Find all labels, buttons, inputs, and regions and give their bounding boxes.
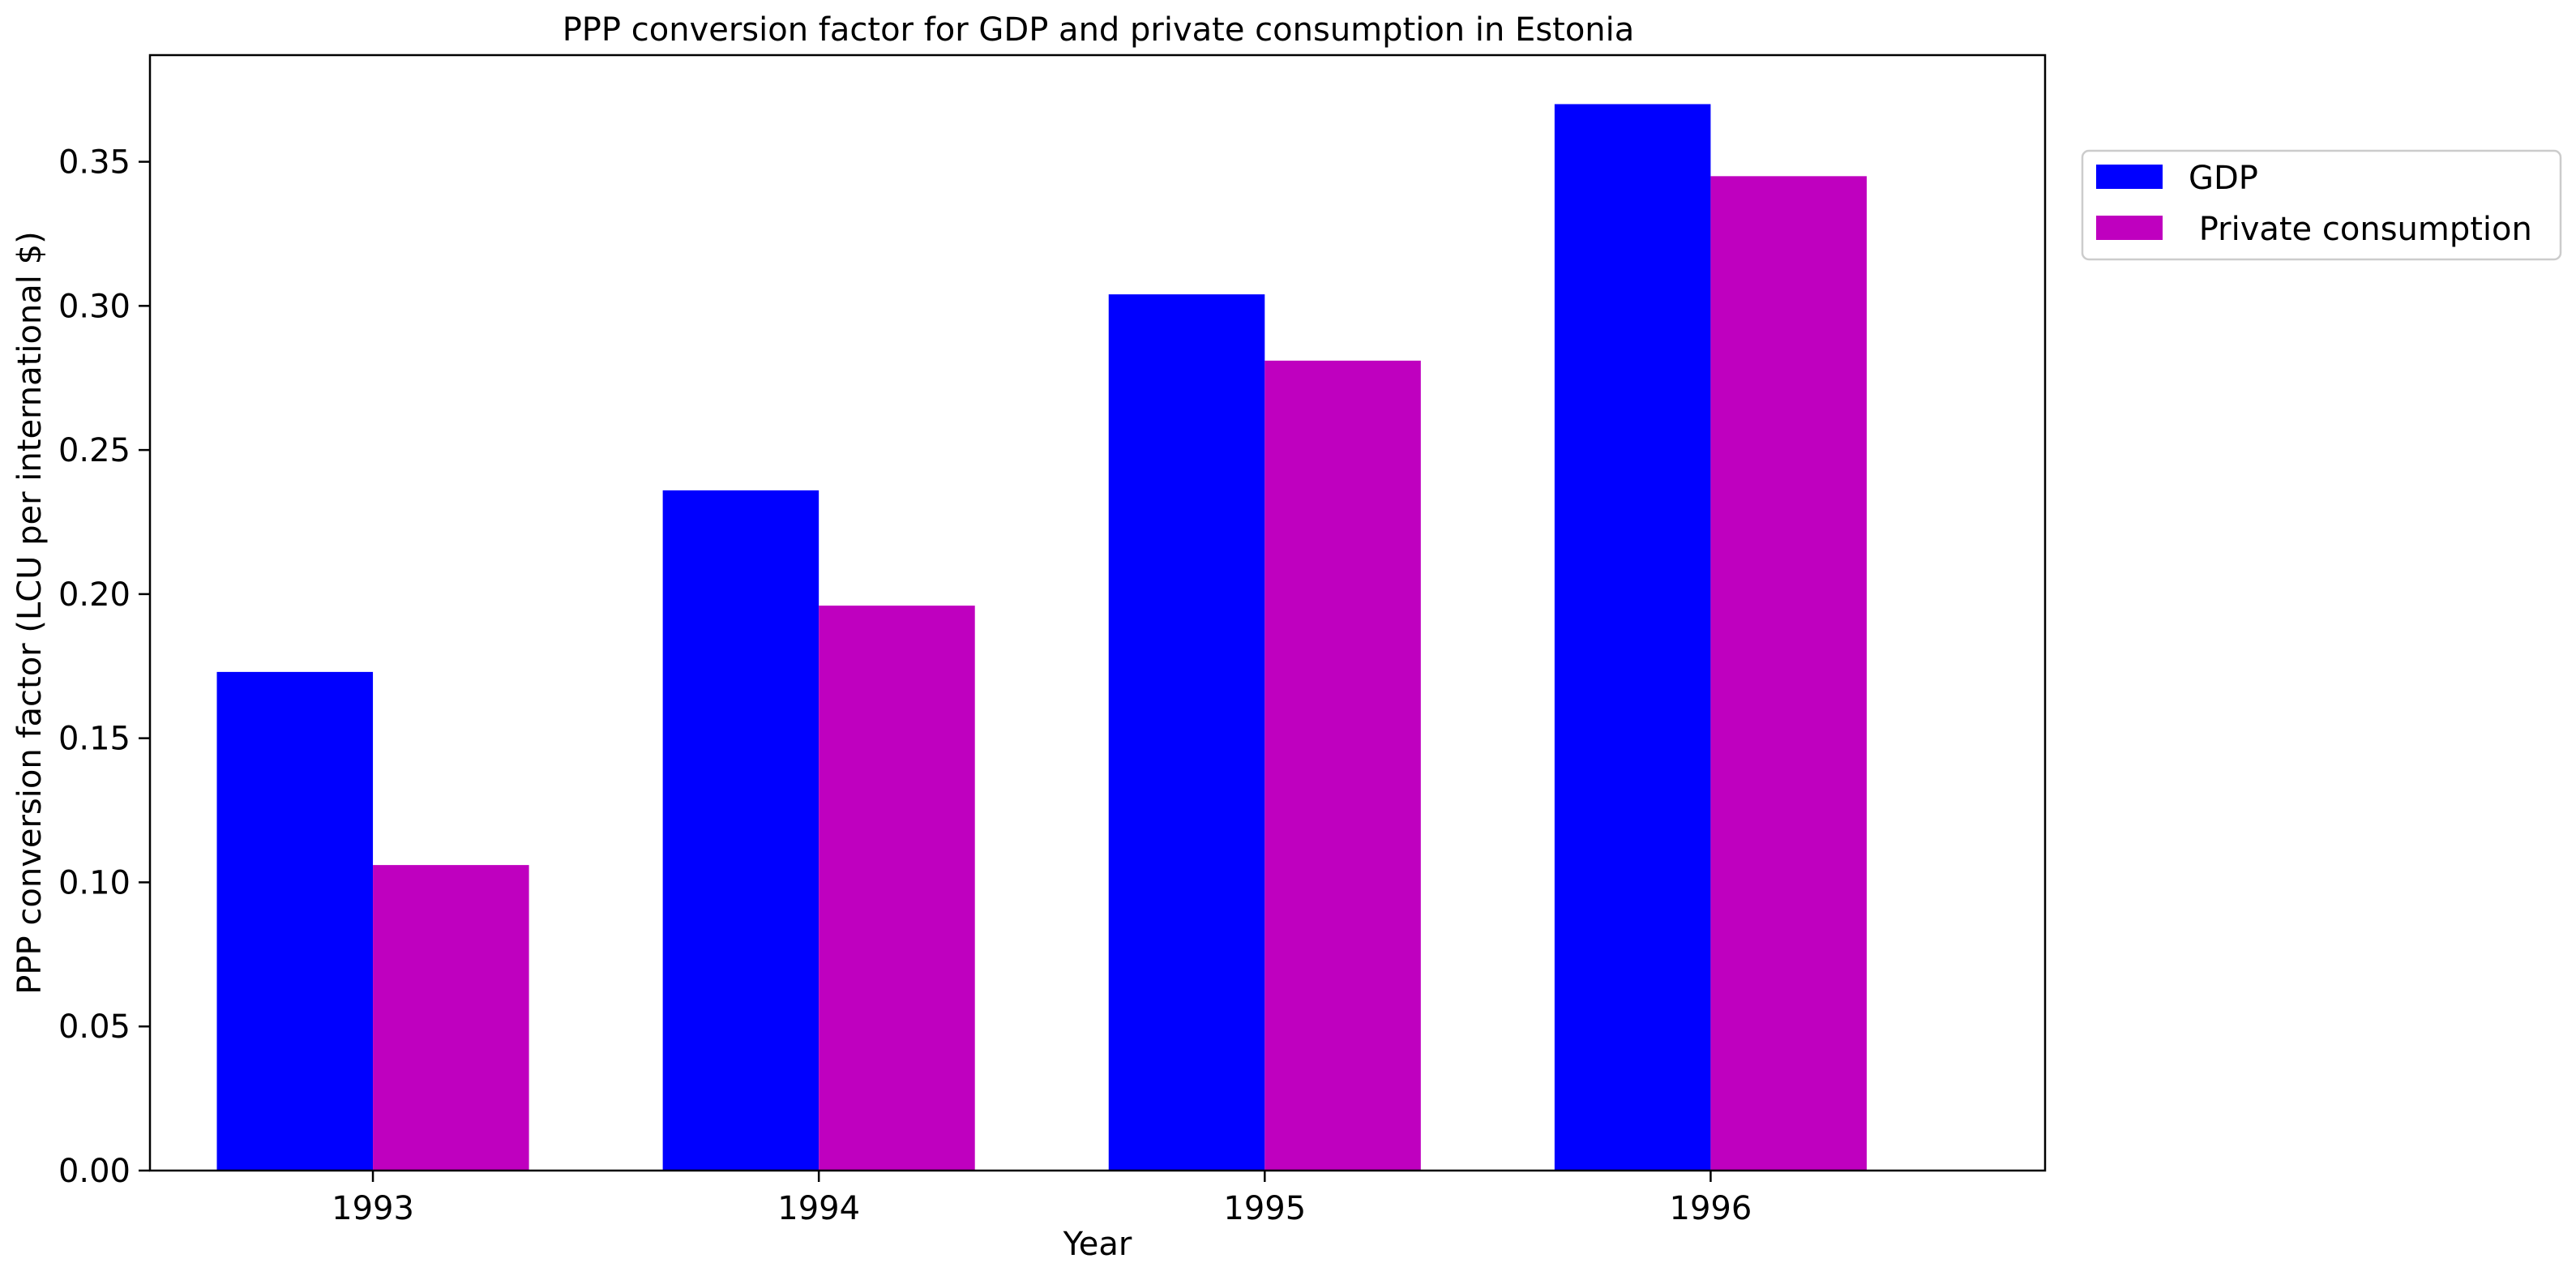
legend-swatch-gdp — [2096, 165, 2163, 189]
x-tick-label: 1995 — [1223, 1190, 1306, 1227]
chart-title: PPP conversion factor for GDP and privat… — [563, 11, 1635, 49]
bar-gdp-1994 — [662, 490, 819, 1171]
y-tick-label: 0.15 — [58, 721, 131, 758]
legend-label-gdp: GDP — [2189, 160, 2258, 197]
y-tick-label: 0.00 — [58, 1153, 131, 1190]
bars — [216, 104, 1867, 1171]
bar-private-consumption-1996 — [1710, 176, 1867, 1171]
y-tick-label: 0.30 — [58, 288, 131, 325]
x-tick-label: 1993 — [332, 1190, 414, 1227]
y-tick-label: 0.20 — [58, 576, 131, 614]
x-tick-label: 1996 — [1670, 1190, 1752, 1227]
y-axis: 0.00 0.05 0.10 0.15 0.20 0.25 0.30 0.35 — [58, 144, 150, 1190]
y-axis-title: PPP conversion factor (LCU per internati… — [11, 231, 49, 994]
bar-gdp-1995 — [1108, 294, 1265, 1171]
y-tick-label: 0.25 — [58, 432, 131, 469]
x-axis-title: Year — [1063, 1226, 1132, 1263]
bar-private-consumption-1995 — [1264, 360, 1421, 1171]
bar-private-consumption-1994 — [819, 606, 975, 1171]
plot-frame — [148, 54, 2047, 1172]
x-tick-label: 1994 — [777, 1190, 860, 1227]
x-axis: 1993 1994 1995 1996 — [332, 1171, 1752, 1227]
bar-gdp-1996 — [1554, 104, 1711, 1171]
y-tick-label: 0.10 — [58, 864, 131, 901]
y-tick-label: 0.05 — [58, 1008, 131, 1046]
legend: GDP Private consumption — [2081, 149, 2562, 261]
bar-private-consumption-1993 — [373, 865, 529, 1171]
legend-swatch-private-consumption — [2096, 216, 2163, 240]
y-tick-label: 0.35 — [58, 144, 131, 182]
legend-frame — [2081, 149, 2562, 261]
bar-gdp-1993 — [216, 671, 374, 1171]
legend-label-private-consumption: Private consumption — [2189, 211, 2532, 248]
